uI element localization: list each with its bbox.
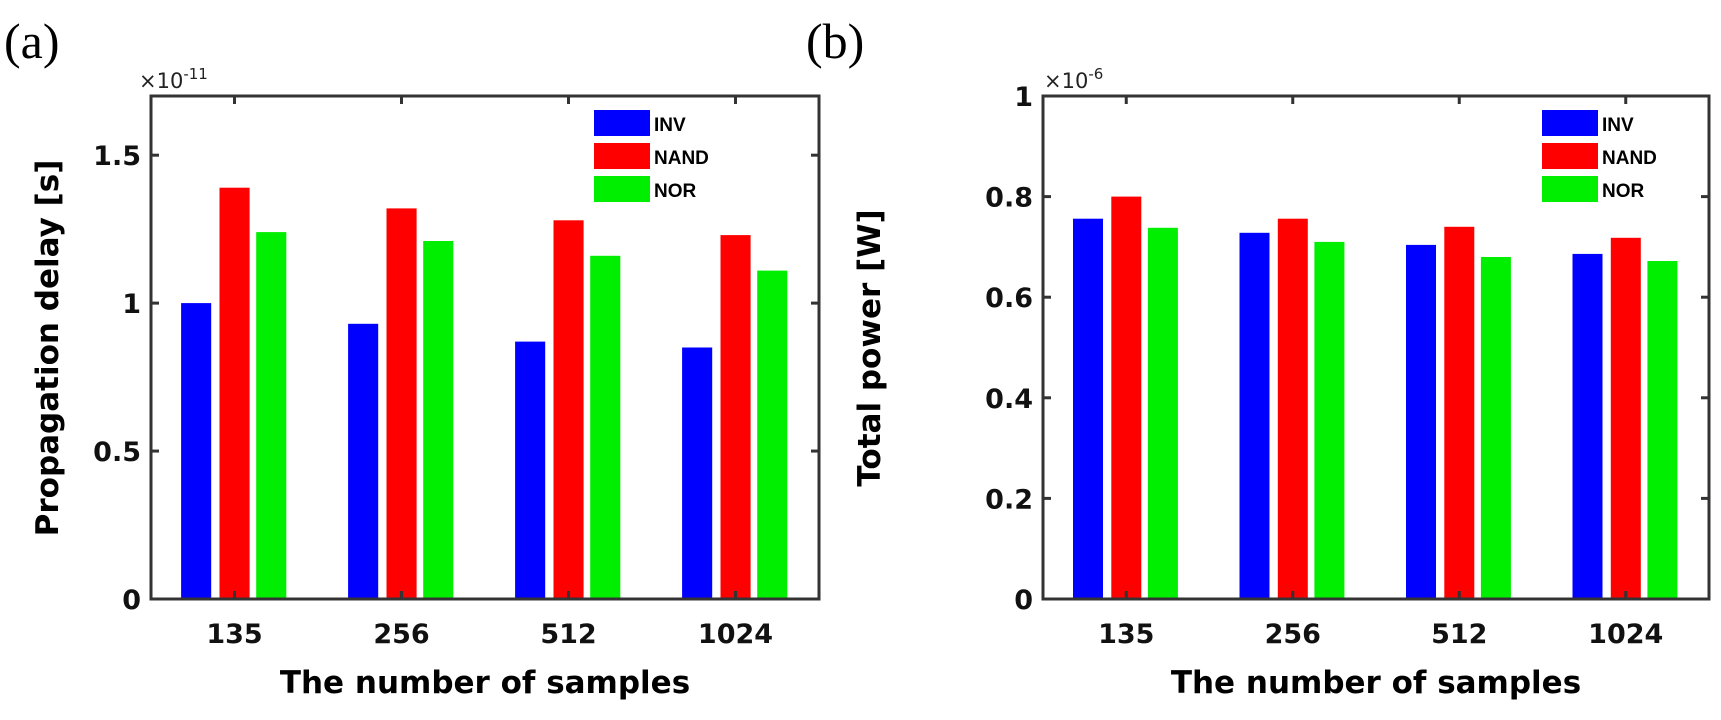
x-ticks-b: 135 256 512 1024	[1098, 96, 1663, 650]
x-axis-title-a: The number of samples	[280, 665, 690, 701]
y-tick-label: 0.4	[985, 384, 1033, 415]
x-tick-label: 512	[1431, 619, 1487, 650]
bar-nor-1024	[757, 270, 788, 599]
bar-nand-256	[386, 208, 417, 599]
bar-nor-512	[1480, 257, 1511, 599]
y-tick-label: 1.5	[93, 141, 141, 172]
legend-label-inv: INV	[654, 115, 686, 136]
bar-nor-135	[1147, 227, 1178, 600]
bar-nor-256	[423, 241, 454, 599]
x-axis-title-b: The number of samples	[1171, 665, 1581, 701]
legend-label-nand: NAND	[654, 148, 709, 169]
legend-swatch-nor	[594, 176, 650, 202]
y-ticks-a: 0 0.5 1 1.5	[93, 141, 819, 616]
panel-label-b: (b)	[806, 13, 864, 69]
bar-inv-135	[181, 303, 212, 599]
y-tick-label: 0.5	[93, 437, 141, 468]
x-tick-label: 1024	[698, 619, 773, 650]
legend-label-nand: NAND	[1602, 148, 1657, 169]
bar-inv-512	[1406, 244, 1436, 599]
axes-box	[1041, 94, 1711, 601]
legend-swatch-inv	[594, 110, 650, 136]
chart-b: (b) ×10-6 0 0.2 0.4 0.6 0.8 1 135 256 512 1024 I…	[806, 13, 1711, 701]
bar-nor-135	[256, 232, 287, 599]
bar-inv-1024	[1572, 253, 1603, 599]
x-tick-label: 256	[1265, 619, 1321, 650]
axes-box	[149, 94, 821, 601]
bar-inv-256	[1239, 232, 1270, 600]
bar-nand-1024	[720, 235, 751, 599]
legend-swatch-nand	[594, 143, 650, 169]
legend-a: INV NAND NOR	[594, 110, 709, 202]
bar-inv-256	[348, 323, 379, 599]
bar-nand-512	[1444, 226, 1475, 600]
y-tick-label: 1	[122, 289, 141, 320]
legend-label-inv: INV	[1602, 115, 1634, 136]
y-tick-label: 0.6	[985, 283, 1033, 314]
bar-inv-512	[515, 341, 546, 599]
legend-swatch-nor	[1542, 176, 1598, 202]
y-axis-title-b: Total power [W]	[852, 209, 888, 486]
legend-label-nor: NOR	[654, 181, 697, 202]
bar-nor-512	[590, 255, 621, 600]
y-tick-label: 0	[122, 585, 141, 616]
legend-b: INV NAND NOR	[1542, 110, 1657, 202]
y-multiplier-b: ×10-6	[1044, 65, 1103, 93]
legend-label-nor: NOR	[1602, 181, 1645, 202]
legend-swatch-inv	[1542, 110, 1598, 136]
bar-nor-1024	[1647, 261, 1678, 599]
y-tick-label: 0	[1014, 585, 1033, 616]
bars-b	[1073, 196, 1678, 600]
bar-nand-256	[1277, 218, 1308, 599]
chart-a: (a) ×10-11 0 0.5 1 1.5 135 256 512 1024 INV NAN…	[4, 13, 821, 701]
axes-b	[1041, 94, 1711, 601]
y-ticks-b: 0 0.2 0.4 0.6 0.8 1	[985, 82, 1709, 616]
x-tick-label: 1024	[1588, 619, 1663, 650]
y-tick-label: 1	[1014, 82, 1033, 113]
y-multiplier-a: ×10-11	[139, 65, 208, 93]
bars-a	[181, 187, 788, 600]
bar-nand-135	[1111, 196, 1142, 599]
x-tick-label: 256	[373, 619, 429, 650]
legend-swatch-nand	[1542, 143, 1598, 169]
y-axis-title-a: Propagation delay [s]	[30, 160, 66, 537]
bar-inv-1024	[682, 347, 713, 599]
axes-a	[149, 94, 821, 601]
bar-nand-135	[219, 187, 250, 599]
x-ticks-a: 135 256 512 1024	[206, 96, 773, 650]
y-tick-label: 0.8	[985, 183, 1033, 214]
x-tick-label: 135	[206, 619, 262, 650]
bar-inv-135	[1073, 218, 1103, 599]
y-tick-label: 0.2	[985, 484, 1033, 515]
x-tick-label: 135	[1098, 619, 1154, 650]
bar-nor-256	[1314, 241, 1345, 599]
panel-label-a: (a)	[4, 13, 60, 69]
bar-nand-1024	[1610, 237, 1641, 600]
x-tick-label: 512	[540, 619, 596, 650]
bar-nand-512	[553, 220, 584, 600]
